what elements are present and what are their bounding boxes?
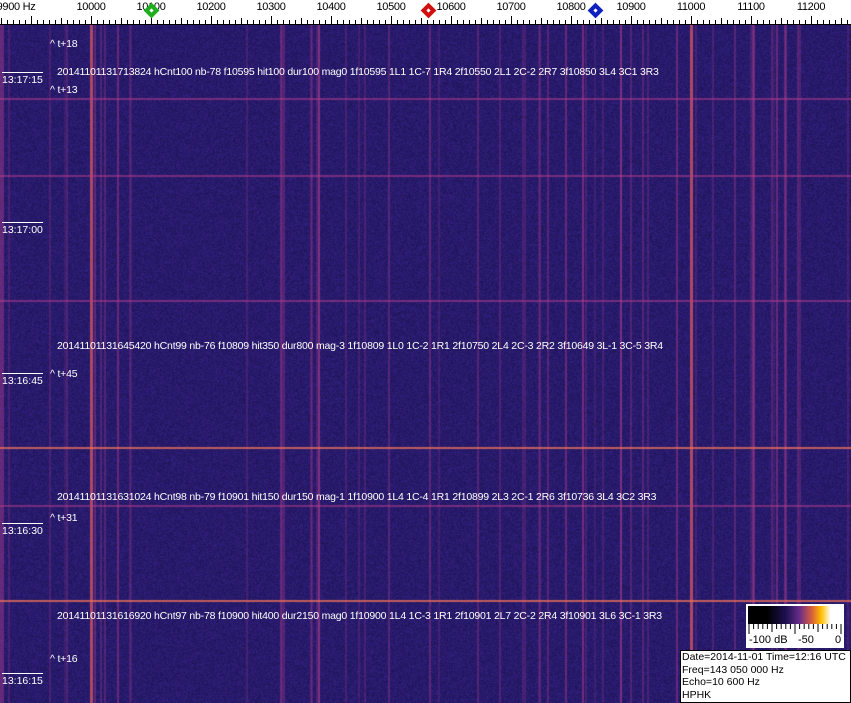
waterfall-spectrogram bbox=[0, 25, 851, 703]
colorbar-ticks bbox=[748, 624, 842, 634]
info-date-time: Date=2014-11-01 Time=12:16 UTC bbox=[682, 651, 846, 663]
colorbar-label: -50 bbox=[798, 634, 814, 646]
axis-tick-label: 10700 bbox=[496, 1, 526, 13]
offset-label: ^ t+18 bbox=[50, 38, 78, 50]
axis-tick-label: 11000 bbox=[676, 1, 706, 13]
detection-line: 20141101131631024 hCnt98 nb-79 f10901 hi… bbox=[57, 491, 657, 503]
detection-line: 20141101131713824 hCnt100 nb-78 f10595 h… bbox=[57, 66, 659, 78]
offset-label: ^ t+31 bbox=[50, 512, 78, 524]
axis-tick-label: 11200 bbox=[796, 1, 826, 13]
info-echo: Echo=10 600 Hz bbox=[682, 676, 760, 688]
time-label: 13:17:00 bbox=[2, 222, 43, 236]
info-box: Date=2014-11-01 Time=12:16 UTC Freq=143 … bbox=[680, 650, 851, 703]
axis-tick-label: 9900 Hz bbox=[0, 1, 36, 13]
axis-tick-label: 10400 bbox=[316, 1, 346, 13]
colorbar-label: 0 bbox=[835, 634, 842, 646]
axis-tick-label: 10900 bbox=[616, 1, 646, 13]
axis-tick-label: 10600 bbox=[436, 1, 466, 13]
time-label: 13:16:45 bbox=[2, 373, 43, 387]
axis-ticks bbox=[0, 16, 851, 25]
offset-label: ^ t+16 bbox=[50, 653, 78, 665]
axis-tick-label: 11100 bbox=[737, 1, 765, 13]
axis-tick-label: 10300 bbox=[256, 1, 286, 13]
axis-tick-label: 10200 bbox=[196, 1, 226, 13]
colorbar-gradient bbox=[748, 606, 842, 624]
colorbar-label: -100 dB bbox=[749, 634, 788, 646]
axis-tick-label: 10800 bbox=[556, 1, 586, 13]
axis-tick-label: 10500 bbox=[376, 1, 406, 13]
axis-tick-label: 10000 bbox=[76, 1, 106, 13]
colorbar: -100 dB -50 0 bbox=[746, 604, 844, 648]
time-label: 13:17:15 bbox=[2, 72, 43, 86]
offset-label: ^ t+45 bbox=[50, 368, 78, 380]
detection-line: 20141101131645420 hCnt99 nb-76 f10809 hi… bbox=[57, 340, 663, 352]
frequency-axis: 9900 Hz100001010010200103001040010500106… bbox=[0, 0, 851, 25]
info-freq: Freq=143 050 000 Hz bbox=[682, 663, 784, 676]
offset-label: ^ t+13 bbox=[50, 84, 78, 96]
time-label: 13:16:30 bbox=[2, 523, 43, 537]
time-label: 13:16:15 bbox=[2, 673, 43, 687]
detection-line: 20141101131616920 hCnt97 nb-78 f10900 hi… bbox=[57, 610, 662, 622]
info-station: HPHK bbox=[682, 688, 712, 701]
